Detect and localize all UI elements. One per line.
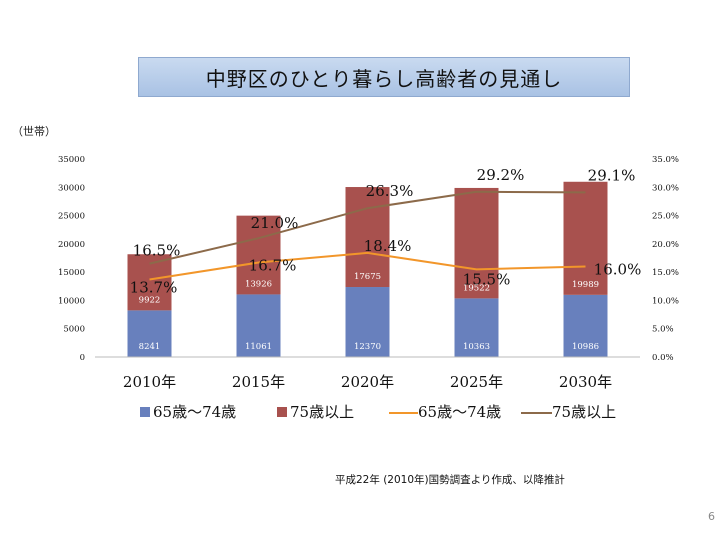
x-axis-tick-label: 2020年 (341, 373, 394, 391)
bar-value-label: 10363 (463, 342, 490, 352)
page-number: 6 (708, 510, 715, 523)
bar-value-label: 12370 (354, 342, 381, 352)
legend-swatch-bar-75-plus (277, 407, 287, 417)
line-75-plus (149, 190, 586, 265)
line-65-74-label: 13.7% (130, 278, 178, 296)
line-75-plus-label: 26.3% (366, 182, 414, 200)
y-axis-tick-label: 15000 (58, 268, 85, 278)
bar-65-74 (345, 287, 390, 357)
y2-axis-tick-label: 25.0% (652, 212, 679, 222)
source-note: 平成22年 (2010年)国勢調査より作成、以降推計 (335, 474, 565, 486)
y-axis-tick-label: 30000 (58, 183, 85, 193)
bar-value-label: 19522 (463, 283, 490, 293)
bar-value-label: 11061 (245, 342, 272, 352)
y-axis-tick-label: 10000 (58, 296, 85, 306)
chart-title: 中野区のひとり暮らし高齢者の見通し (138, 57, 630, 97)
line-75-plus-label: 29.2% (477, 166, 525, 184)
bar-value-label: 9922 (139, 295, 161, 305)
bar-value-label: 8241 (139, 342, 161, 352)
x-axis-tick-label: 2030年 (559, 373, 612, 391)
y2-axis-tick-label: 30.0% (652, 183, 679, 193)
bar-65-74 (127, 310, 172, 357)
legend-label: 75歳以上 (552, 403, 616, 421)
bar-75-plus (454, 187, 499, 299)
bar-75-plus (563, 181, 608, 295)
line-65-74-label: 18.4% (364, 237, 412, 255)
y-axis-tick-label: 35000 (58, 155, 85, 165)
line-75-plus-label: 21.0% (251, 214, 299, 232)
y2-axis-tick-label: 20.0% (652, 240, 679, 250)
line-65-74-label: 16.7% (249, 257, 297, 275)
legend-label: 65歳〜74歳 (418, 403, 501, 421)
line-65-74-label: 16.0% (594, 260, 642, 278)
bar-75-plus (236, 215, 281, 295)
x-axis-tick-label: 2010年 (123, 373, 176, 391)
y-axis-tick-label: 25000 (58, 212, 85, 222)
line-75-plus-label: 16.5% (133, 242, 181, 260)
bar-65-74 (454, 298, 499, 357)
bar-value-label: 19989 (572, 280, 599, 290)
bar-value-label: 10986 (572, 342, 599, 352)
y-axis-tick-label: 0 (80, 353, 85, 363)
y-axis-tick-label: 20000 (58, 240, 85, 250)
legend-swatch-bar-65-74 (140, 407, 150, 417)
line-65-74-label: 15.5% (463, 270, 511, 288)
line-65-74 (149, 251, 586, 281)
bar-value-label: 13926 (245, 279, 272, 289)
legend-label: 75歳以上 (290, 403, 354, 421)
line-75-plus-label: 29.1% (588, 166, 636, 184)
y2-axis-tick-label: 15.0% (652, 268, 679, 278)
x-axis-tick-label: 2025年 (450, 373, 503, 391)
x-axis-tick-label: 2015年 (232, 373, 285, 391)
y-axis-tick-label: 5000 (63, 325, 85, 335)
bar-value-label: 17675 (354, 272, 381, 282)
y-axis-unit: （世帯） (12, 125, 56, 138)
legend-label: 65歳〜74歳 (153, 403, 236, 421)
bar-65-74 (236, 294, 281, 357)
y2-axis-tick-label: 10.0% (652, 296, 679, 306)
y2-axis-tick-label: 0.0% (652, 353, 674, 363)
y2-axis-tick-label: 35.0% (652, 155, 679, 165)
bar-75-plus (345, 187, 390, 288)
y2-axis-tick-label: 5.0% (652, 325, 674, 335)
bar-65-74 (563, 294, 608, 357)
